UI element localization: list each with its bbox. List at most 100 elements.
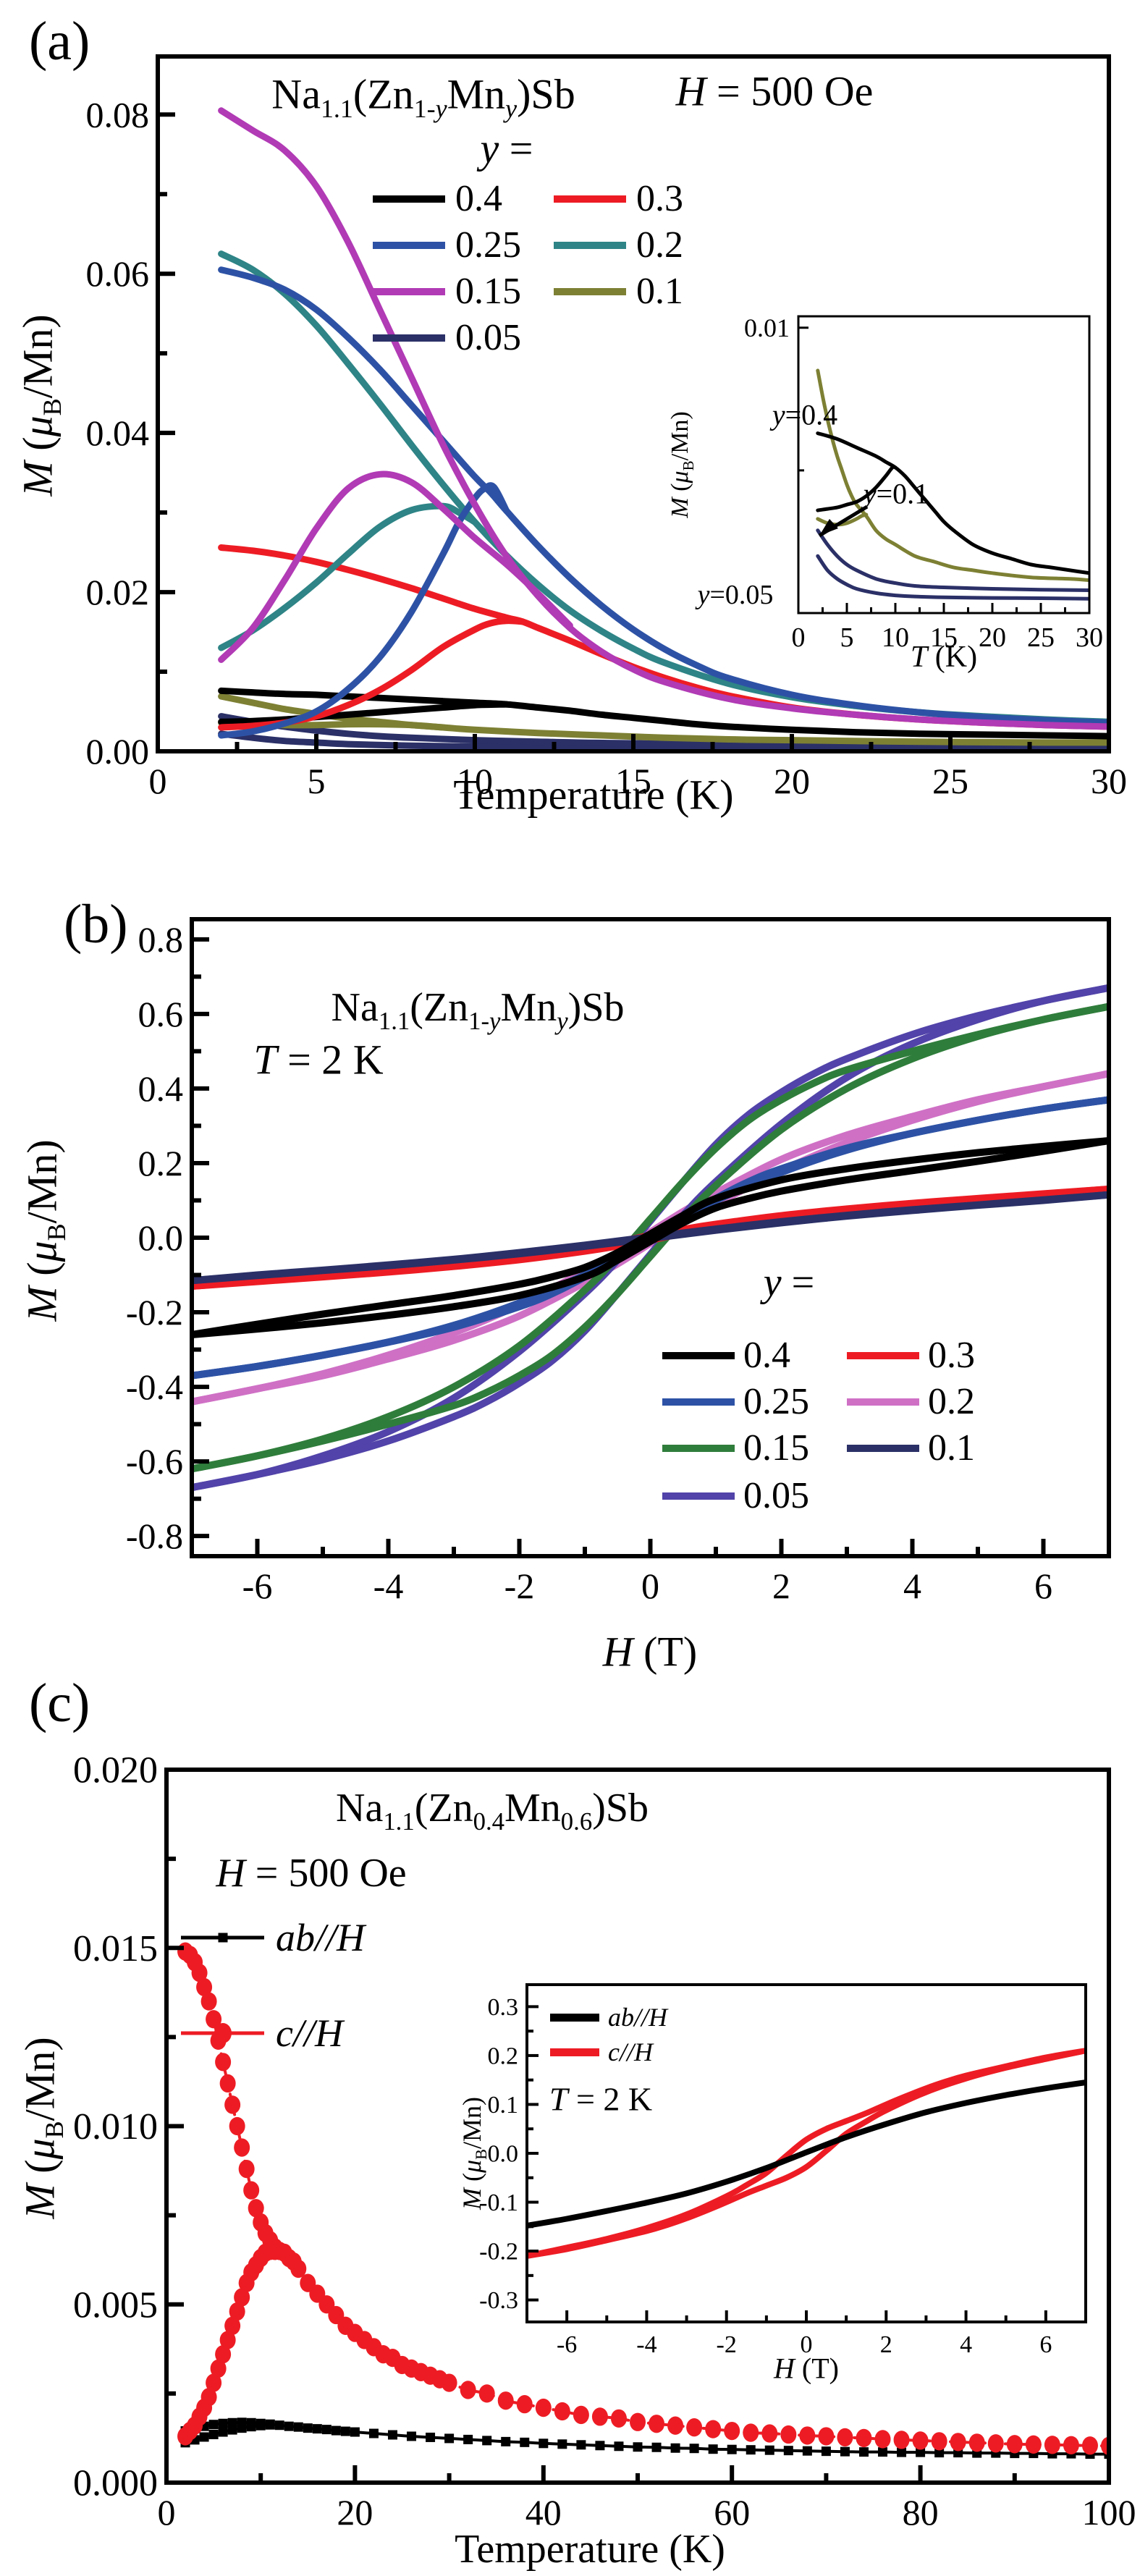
marker-square — [246, 2417, 256, 2428]
marker-circle — [234, 2138, 250, 2157]
marker-square — [368, 2428, 379, 2438]
marker-square — [312, 2424, 322, 2434]
swatch-blue — [373, 241, 445, 249]
marker-circle — [837, 2428, 853, 2447]
marker-square — [802, 2446, 812, 2456]
marker-circle — [219, 2074, 236, 2093]
marker-square — [426, 2432, 436, 2442]
marker-circle — [215, 2345, 232, 2364]
curve-y=0.4 FC — [816, 431, 1089, 575]
marker-circle — [1025, 2435, 1042, 2454]
legend-entry-c-inset-abH: ab//H — [550, 2002, 667, 2032]
curve-y=0.4 — [192, 1137, 1109, 1338]
legend-entry-b-0.05: 0.05 — [662, 1474, 809, 1517]
x-tick-label: 10 — [882, 622, 909, 653]
marker-square — [387, 2430, 397, 2440]
panel-c-inset-plot: -6 -4 -2 0 2 4 6 0.3 0.2 0.1 0.0 -0.1 -0.2 -0.3 — [479, 1983, 1087, 2358]
main_a-curves — [218, 107, 1109, 751]
marker-circle — [705, 2420, 722, 2438]
marker-circle — [196, 1977, 213, 1997]
swatch-black — [550, 2013, 599, 2022]
y-tick-label: 0.06 — [86, 253, 150, 294]
marker-square — [501, 2436, 511, 2446]
legend-entry-b-0.25: 0.25 — [662, 1380, 809, 1423]
marker-square — [576, 2440, 586, 2450]
x-tick-label: 0 — [792, 622, 806, 653]
marker-circle — [610, 2409, 627, 2428]
x-tick-label: 15 — [930, 622, 958, 653]
square-marker-icon — [218, 1933, 227, 1943]
marker-circle — [224, 2316, 241, 2335]
curve-y=0.15 ZFC — [218, 470, 573, 663]
x-tick-label: -6 — [242, 1566, 273, 1606]
marker-circle — [229, 2302, 245, 2321]
y-tick-label: 0.0 — [138, 1217, 184, 1258]
marker-circle — [686, 2418, 703, 2437]
y-tick-label: 0.04 — [86, 413, 150, 453]
legend-entry-b-0.1: 0.1 — [847, 1427, 975, 1469]
x-tick-label: 100 — [1082, 2492, 1136, 2533]
marker-circle — [856, 2428, 872, 2448]
y-tick-label: -0.2 — [126, 1292, 183, 1333]
panel-a-inset-plot: 0 5 10 15 20 25 30 0.01 — [744, 313, 1103, 653]
inset_a-curves — [816, 368, 1089, 601]
marker-square — [858, 2447, 869, 2457]
x-tick-label: 0 — [149, 761, 167, 801]
marker-circle — [968, 2433, 985, 2452]
y-tick-label: 0.000 — [73, 2463, 158, 2504]
marker-circle — [243, 2181, 260, 2200]
y-tick-label: 0.2 — [488, 2043, 519, 2069]
x-tick-label: -2 — [504, 1566, 535, 1606]
marker-square — [689, 2444, 699, 2454]
marker-circle — [630, 2412, 646, 2431]
swatch-pink — [847, 1398, 919, 1406]
marker-square — [520, 2437, 530, 2447]
marker-circle — [799, 2426, 816, 2445]
swatch-red — [550, 2048, 599, 2056]
marker-square — [746, 2445, 756, 2455]
marker-square — [539, 2438, 549, 2449]
y-tick-label: 0.01 — [744, 313, 790, 342]
y-tick-label: 0.00 — [86, 731, 150, 772]
legend-entry-b-0.15: 0.15 — [662, 1427, 809, 1469]
marker-square — [916, 2447, 926, 2457]
inset_c-ticks: -6 -4 -2 0 2 4 6 0.3 0.2 0.1 0.0 -0.1 -0.2 -0.3 — [479, 1994, 1052, 2358]
main_b-curves — [192, 984, 1109, 1492]
marker-circle — [743, 2423, 759, 2442]
y-tick-label: -0.6 — [126, 1441, 183, 1482]
curve-y=0.15 — [192, 1002, 1109, 1473]
marker-square — [284, 2421, 294, 2431]
marker-square — [218, 2427, 228, 2437]
panel-c-label: (c) — [29, 1673, 90, 1733]
marker-circle — [1081, 2436, 1098, 2455]
panel-b-label: (b) — [64, 894, 128, 955]
x-tick-label: 2 — [772, 1566, 790, 1606]
x-tick-label: 10 — [457, 761, 493, 801]
marker-circle — [761, 2424, 778, 2443]
marker-circle — [987, 2434, 1004, 2453]
marker-square — [595, 2441, 605, 2451]
x-tick-label: -4 — [636, 2331, 656, 2358]
curve-y=0.05 ZFC — [816, 554, 1089, 601]
x-tick-label: 6 — [1034, 1566, 1052, 1606]
curve-y=0.25 FC — [218, 266, 1109, 726]
curve-y=0.15 FC — [218, 107, 1109, 730]
swatch-olive — [554, 287, 626, 295]
legend-entry-a-0.25: 0.25 — [373, 224, 521, 266]
marker-square — [208, 2420, 219, 2430]
x-tick-label: 20 — [337, 2492, 373, 2533]
marker-square — [350, 2427, 360, 2437]
x-tick-label: -6 — [557, 2331, 577, 2358]
x-tick-label: 30 — [1091, 761, 1127, 801]
marker-square — [237, 2417, 247, 2428]
main_b-ticks: -6 -4 -2 0 2 4 6 0.8 0.6 0.4 0.2 0.0 -0.2 -0.4 -0.6 -0.… — [126, 919, 1052, 1606]
y-tick-label: 0.2 — [138, 1143, 184, 1183]
marker-square — [321, 2425, 332, 2435]
marker-square — [227, 2425, 237, 2435]
x-tick-label: 4 — [903, 1566, 921, 1606]
marker-square — [274, 2420, 284, 2431]
marker-circle — [874, 2430, 891, 2449]
marker-circle — [248, 2199, 264, 2218]
